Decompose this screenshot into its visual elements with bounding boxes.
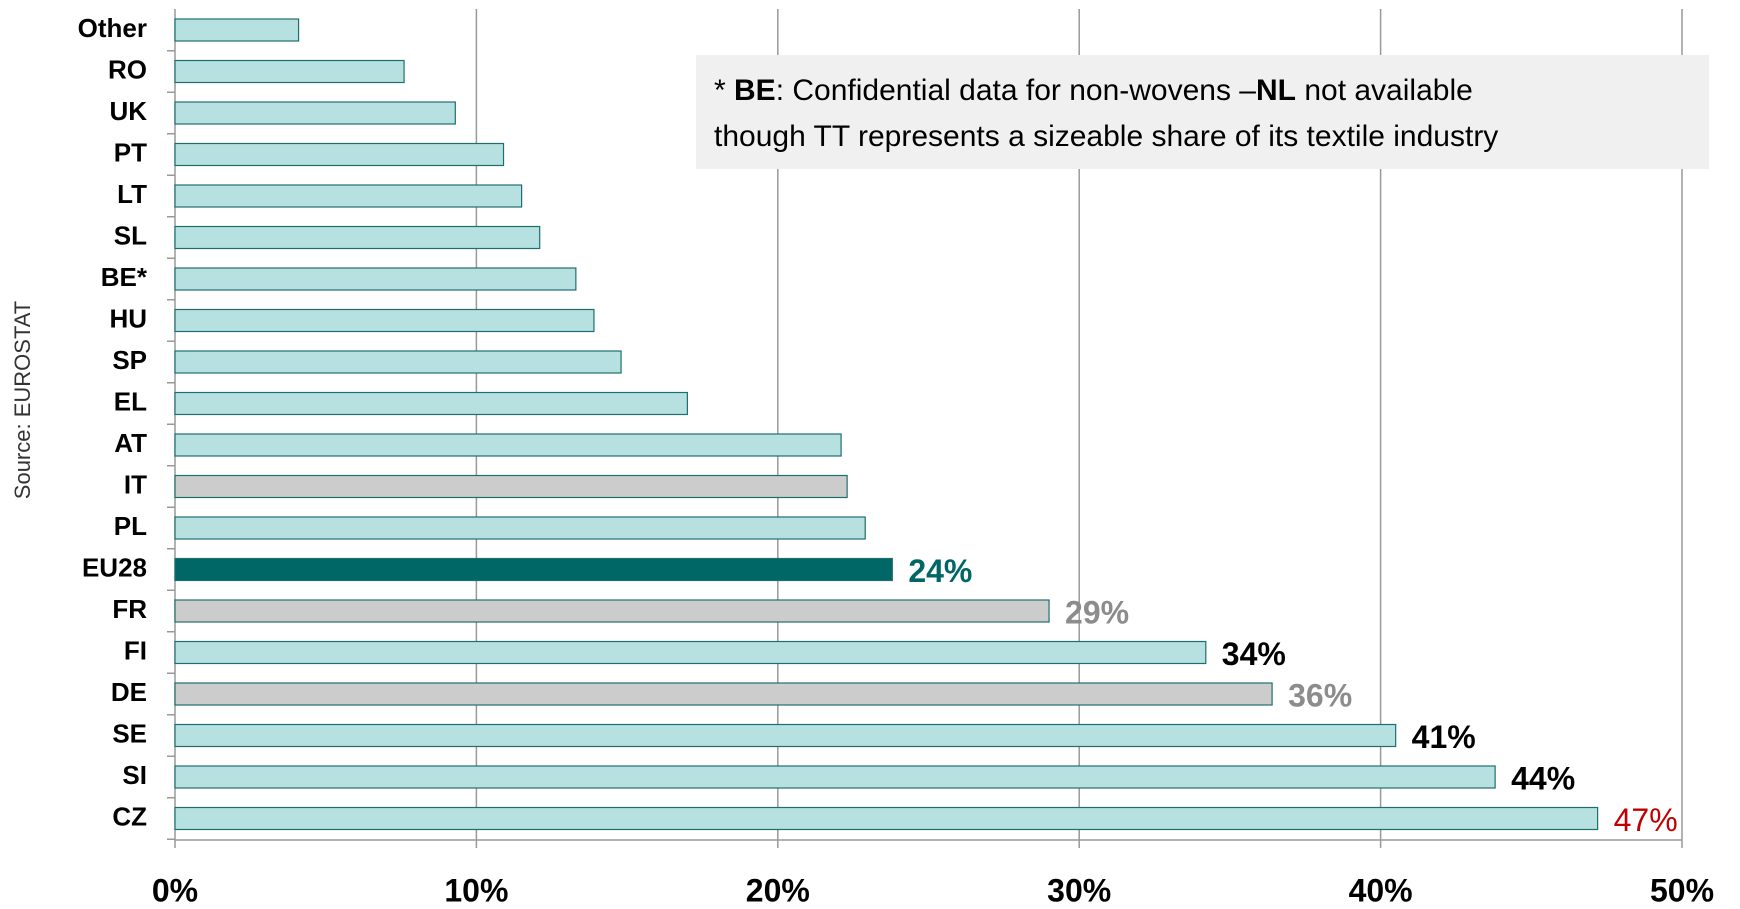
x-tick-label: 40% bbox=[1349, 872, 1413, 908]
y-tick-label: HU bbox=[109, 303, 147, 333]
bar bbox=[174, 723, 1397, 748]
bar bbox=[174, 433, 842, 457]
y-tick-label: CZ bbox=[112, 801, 147, 831]
x-tick-label: 50% bbox=[1650, 872, 1714, 908]
bar bbox=[174, 308, 595, 333]
y-tick-label: AT bbox=[114, 428, 147, 458]
note-line: * BE: Confidential data for non-wovens –… bbox=[714, 74, 1473, 107]
note-run: not available bbox=[1296, 74, 1473, 107]
x-tick-label: 30% bbox=[1047, 872, 1111, 908]
note-run: NL bbox=[1256, 74, 1296, 107]
bar bbox=[174, 18, 300, 42]
y-tick-label: UK bbox=[109, 96, 147, 126]
y-tick-label: SI bbox=[122, 760, 147, 790]
bar bbox=[174, 599, 1050, 623]
y-tick-label: BE* bbox=[101, 262, 148, 292]
value-label: 34% bbox=[1222, 636, 1286, 672]
note-run: : Confidential data for non-wovens – bbox=[776, 74, 1257, 107]
bar bbox=[174, 142, 505, 167]
x-tick-label: 20% bbox=[746, 872, 810, 908]
y-tick-label: DE bbox=[111, 677, 147, 707]
value-label: 29% bbox=[1065, 594, 1129, 630]
note-run: * bbox=[714, 74, 734, 107]
note-line: though TT represents a sizeable share of… bbox=[714, 120, 1498, 153]
value-label: 24% bbox=[908, 553, 972, 589]
y-tick-label: LT bbox=[117, 179, 147, 209]
note-run: BE bbox=[734, 74, 776, 107]
y-tick-label: EU28 bbox=[82, 552, 147, 582]
y-tick-label: PT bbox=[114, 137, 147, 167]
bar bbox=[174, 59, 405, 84]
y-tick-label: IT bbox=[124, 469, 147, 499]
value-label: 44% bbox=[1511, 760, 1575, 796]
bar bbox=[174, 682, 1273, 706]
value-label: 47% bbox=[1614, 802, 1678, 838]
bar bbox=[174, 765, 1496, 789]
bar bbox=[174, 474, 848, 499]
y-tick-label: SL bbox=[114, 220, 147, 250]
bar bbox=[174, 350, 622, 374]
y-tick-label: SP bbox=[112, 345, 147, 375]
y-tick-label: Other bbox=[78, 13, 147, 43]
bar bbox=[174, 267, 577, 291]
y-tick-label: EL bbox=[114, 386, 147, 416]
y-tick-label: RO bbox=[108, 54, 147, 84]
value-label: 41% bbox=[1412, 719, 1476, 755]
x-tick-label: 10% bbox=[444, 872, 508, 908]
bar bbox=[174, 391, 688, 416]
y-tick-label: PL bbox=[114, 511, 147, 541]
note-box bbox=[696, 55, 1709, 169]
bar bbox=[174, 557, 893, 582]
value-label: 36% bbox=[1288, 677, 1352, 713]
y-tick-label: FI bbox=[124, 635, 147, 665]
bar bbox=[174, 516, 866, 540]
bar bbox=[174, 184, 523, 208]
source: Source: EUROSTAT bbox=[10, 301, 35, 499]
y-tick-label: SE bbox=[112, 718, 147, 748]
bar bbox=[174, 640, 1207, 665]
x-tick-label: 0% bbox=[152, 872, 198, 908]
bar bbox=[174, 101, 456, 125]
y-tick-label: FR bbox=[112, 594, 147, 624]
bar bbox=[174, 806, 1599, 831]
bar bbox=[174, 225, 541, 250]
note-run: though TT represents a sizeable share of… bbox=[714, 120, 1498, 153]
